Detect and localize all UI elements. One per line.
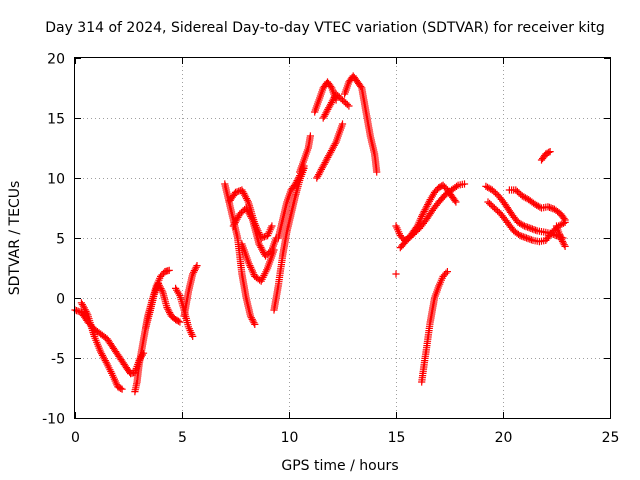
x-tick-label: 10: [281, 430, 299, 446]
x-tick-label: 15: [388, 430, 406, 446]
chart-title: Day 314 of 2024, Sidereal Day-to-day VTE…: [45, 20, 605, 36]
data-point: [345, 102, 353, 110]
y-axis: -10 -5 0 5 10 15 20: [42, 52, 610, 428]
x-axis: 0 5 10 15 20 25: [71, 58, 619, 446]
data-point: [338, 120, 347, 128]
grid-lines: [75, 58, 610, 418]
data-point: [193, 262, 201, 270]
y-tick-label: 5: [56, 232, 65, 248]
y-tick-label: 20: [47, 52, 65, 68]
data-point: [251, 320, 259, 328]
y-tick-label: 10: [47, 172, 65, 188]
y-tick-label: 0: [56, 292, 65, 308]
data-point: [561, 242, 569, 250]
data-point: [373, 168, 381, 176]
data-point: [306, 132, 314, 140]
data-point: [561, 216, 569, 224]
data-point: [268, 222, 276, 230]
data-point: [118, 385, 126, 393]
plot-frame: [74, 57, 611, 419]
x-axis-label: GPS time / hours: [281, 458, 398, 474]
data-point: [165, 266, 173, 274]
data-point: [546, 148, 554, 156]
y-axis-label: SDTVAR / TECUs: [7, 181, 23, 296]
x-tick-label: 5: [178, 430, 187, 446]
data-point: [443, 268, 451, 276]
data-point: [452, 198, 460, 206]
data-point: [189, 332, 197, 340]
data-point: [460, 180, 469, 188]
data-point: [270, 246, 278, 254]
data-points: [71, 72, 569, 396]
data-point: [176, 318, 184, 326]
x-tick-label: 25: [602, 430, 620, 446]
x-tick-label: 20: [495, 430, 513, 446]
data-point: [545, 148, 553, 156]
y-tick-label: -10: [42, 412, 65, 428]
y-tick-label: 15: [47, 112, 65, 128]
x-tick-label: 0: [71, 430, 80, 446]
y-tick-label: -5: [51, 352, 65, 368]
data-point: [392, 270, 400, 278]
